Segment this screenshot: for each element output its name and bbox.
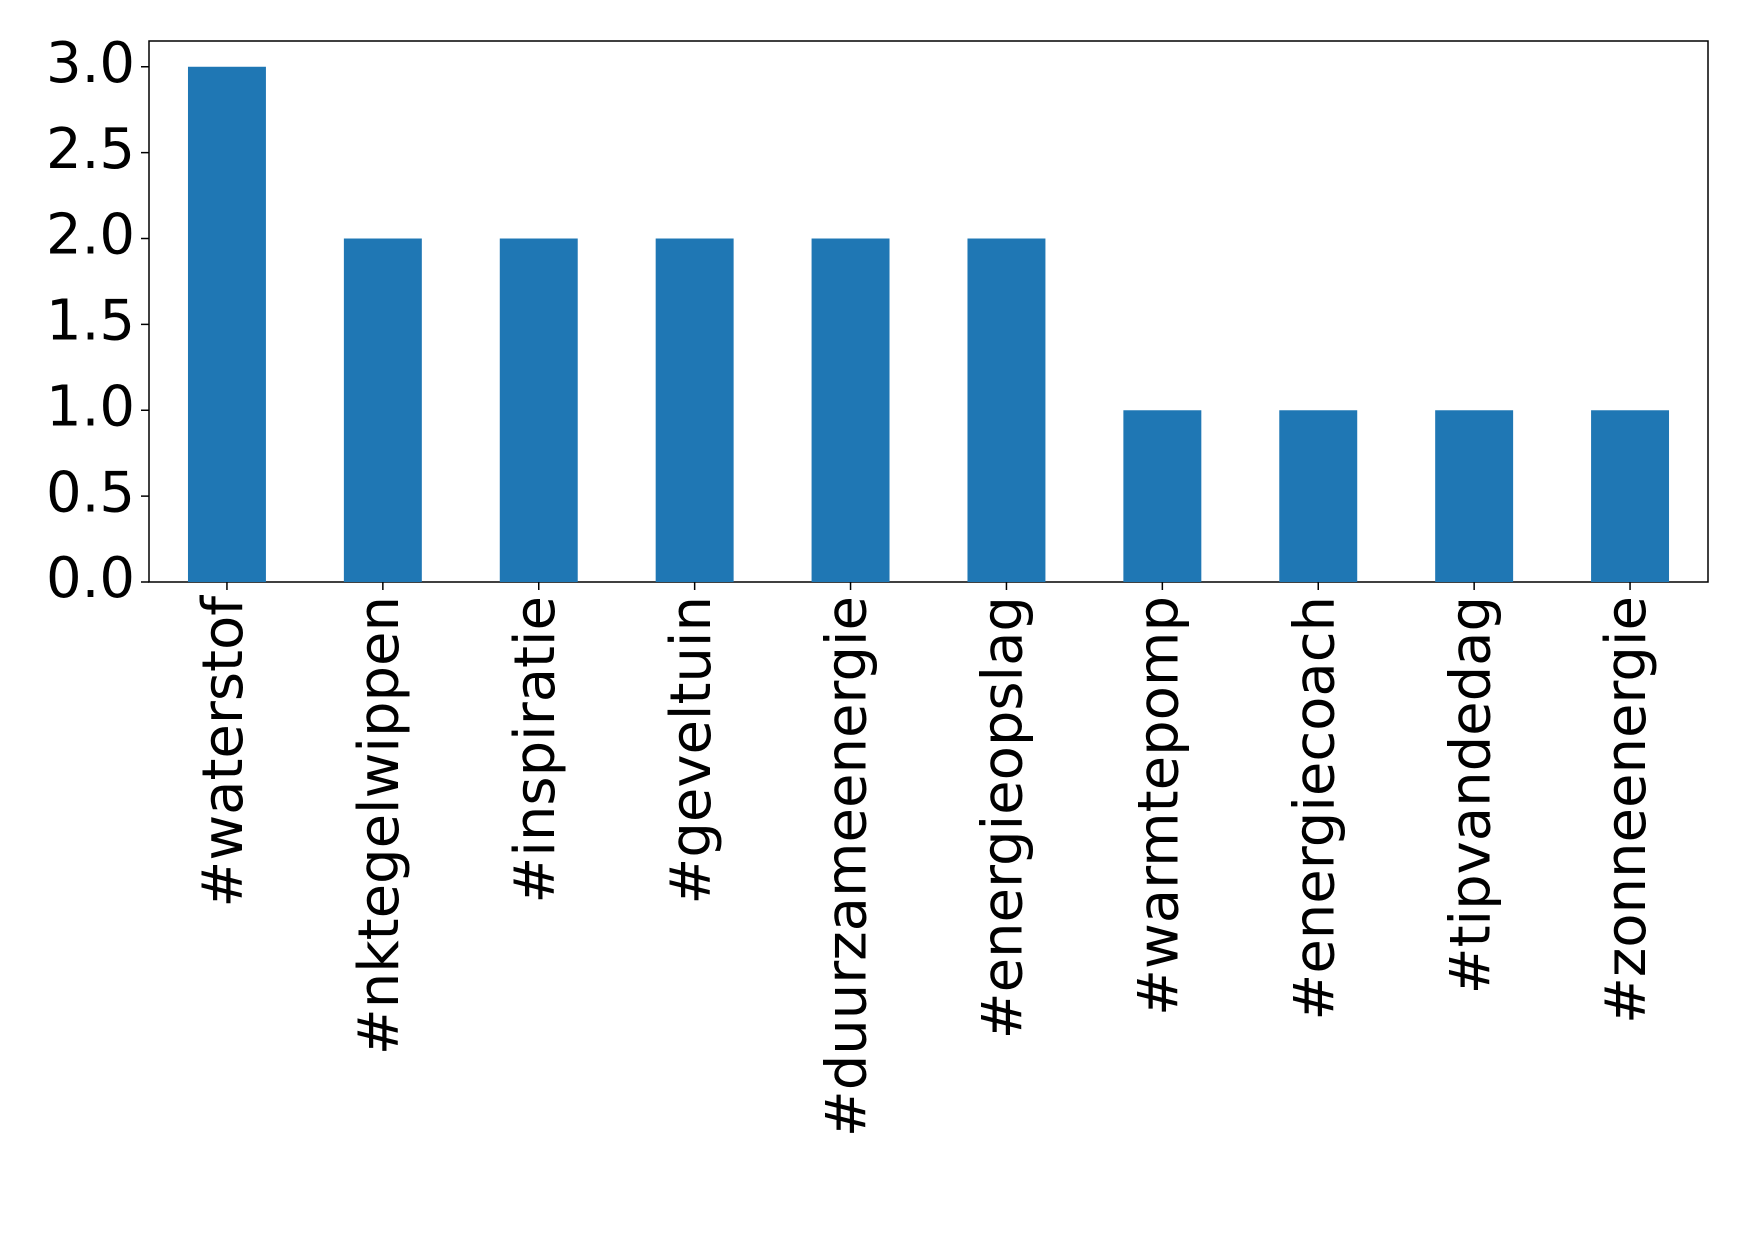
y-tick-label: 0.5 (46, 460, 135, 525)
bar (187, 66, 266, 582)
bar (499, 238, 578, 582)
bar (1279, 410, 1358, 582)
x-tick-label: #energieopslag (971, 596, 1036, 1039)
y-tick-label: 1.0 (46, 374, 135, 439)
y-tick-label: 0.0 (46, 546, 135, 611)
bar (967, 238, 1046, 582)
bar (1123, 410, 1202, 582)
bar (1591, 410, 1670, 582)
axes-frame (148, 40, 1709, 583)
bar (655, 238, 734, 582)
x-tick-label: #geveltuin (659, 596, 724, 905)
bar (811, 238, 890, 582)
y-tick-label: 3.0 (46, 31, 135, 96)
x-tick-label: #warmtepomp (1126, 596, 1191, 1016)
y-tick-label: 2.0 (46, 203, 135, 268)
x-tick-label: #inspiratie (503, 596, 568, 904)
bar (1435, 410, 1514, 582)
x-tick-label: #energiecoach (1282, 596, 1347, 1021)
x-tick-label: #waterstof (191, 595, 256, 908)
y-tick-label: 1.5 (46, 289, 135, 354)
y-tick-label: 2.5 (46, 117, 135, 182)
x-tick-label: #nktegelwippen (347, 596, 412, 1055)
x-tick-label: #tipvandedag (1438, 596, 1503, 994)
x-tick-label: #zonneenergie (1594, 596, 1659, 1024)
bar (343, 238, 422, 582)
x-tick-label: #duurzameenergie (815, 596, 880, 1137)
